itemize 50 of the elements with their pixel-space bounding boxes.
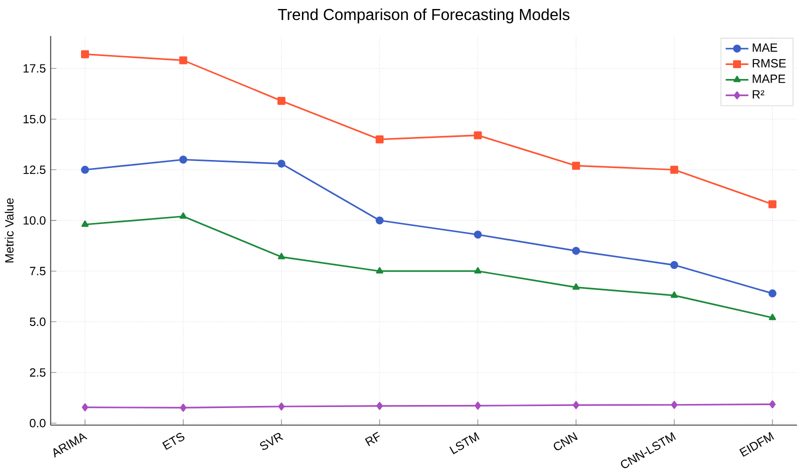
point <box>769 400 776 408</box>
y-axis-title: Metric Value <box>4 198 14 262</box>
y-tick-label: 7.5 <box>30 266 46 276</box>
point <box>278 402 285 410</box>
x-tick-label: ETS <box>162 432 184 450</box>
point <box>474 401 482 410</box>
point <box>180 404 186 412</box>
point <box>277 159 286 168</box>
point <box>277 96 286 105</box>
point <box>81 166 90 174</box>
y-tick-label: 17.5 <box>24 64 46 72</box>
point <box>572 246 580 255</box>
point <box>474 131 482 140</box>
legend-label: MAPE <box>752 74 786 83</box>
point <box>180 212 187 219</box>
point <box>278 252 285 260</box>
legend-label: R² <box>752 90 764 98</box>
chart-title: Trend Comparison of Forecasting Models <box>278 8 570 24</box>
y-tick-label: 15.0 <box>24 114 46 124</box>
point <box>376 402 383 410</box>
point <box>474 230 482 238</box>
point <box>671 400 678 409</box>
point <box>670 291 678 298</box>
y-tick-label: 0.0 <box>30 418 46 428</box>
x-tick-label: RF <box>364 432 380 446</box>
legend-label: MAE <box>752 43 778 52</box>
point <box>81 220 89 227</box>
point <box>474 266 482 274</box>
point <box>768 200 776 208</box>
point <box>376 266 384 274</box>
point <box>768 289 776 298</box>
x-tick-label: SVR <box>260 432 284 450</box>
point <box>179 155 188 164</box>
y-tick-label: 12.5 <box>24 165 46 174</box>
point <box>572 283 580 290</box>
point <box>82 403 88 412</box>
point <box>670 260 678 269</box>
y-tick-label: 10.0 <box>24 216 46 224</box>
point <box>376 216 384 224</box>
point <box>572 400 580 409</box>
point <box>572 161 580 170</box>
point <box>81 50 90 58</box>
point <box>768 314 776 320</box>
y-tick-label: 2.5 <box>30 368 46 376</box>
x-tick-label: CNN <box>554 432 578 450</box>
y-tick-label: 5.0 <box>30 317 46 326</box>
legend-label: RMSE <box>752 58 786 68</box>
point <box>670 166 678 174</box>
point <box>376 135 384 144</box>
point <box>179 56 188 64</box>
